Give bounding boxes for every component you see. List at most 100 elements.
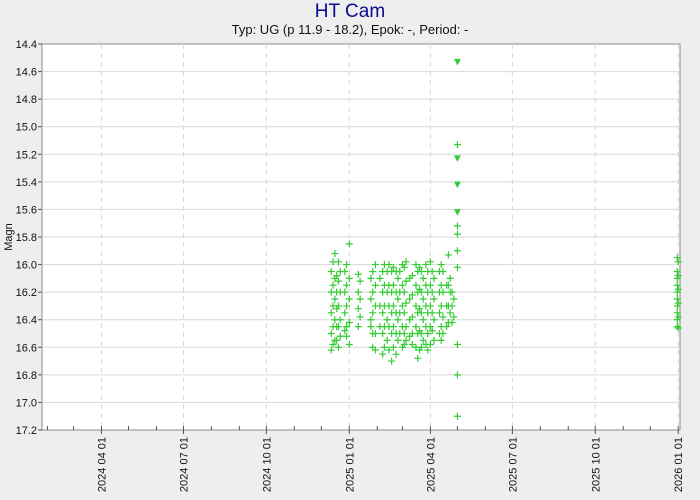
data-point	[450, 313, 458, 321]
data-point	[419, 295, 427, 303]
data-point	[453, 230, 461, 238]
data-point	[376, 274, 384, 282]
data-point	[400, 330, 408, 337]
data-point	[343, 332, 351, 340]
data-point	[331, 295, 339, 303]
data-point	[422, 261, 430, 269]
data-point	[406, 295, 414, 303]
data-point	[412, 323, 420, 331]
data-point	[453, 412, 461, 420]
data-point	[389, 323, 397, 331]
data-point	[416, 263, 424, 271]
data-point	[333, 336, 341, 344]
data-point	[341, 309, 349, 317]
data-point	[439, 313, 447, 321]
data-point	[345, 318, 353, 326]
data-point	[354, 323, 362, 331]
data-point	[392, 350, 400, 358]
data-point	[448, 318, 456, 326]
data-point	[354, 270, 362, 278]
data-point	[414, 354, 422, 362]
data-point	[354, 288, 362, 296]
data-point	[345, 274, 353, 282]
data-point	[446, 274, 454, 282]
data-point	[379, 330, 387, 337]
y-tick-label: 15.0	[16, 122, 37, 134]
data-point	[674, 313, 682, 321]
data-point	[408, 272, 416, 280]
data-point	[394, 274, 402, 282]
data-point	[439, 267, 447, 275]
x-tick-label: 2024 04 01	[96, 437, 108, 492]
data-point	[389, 281, 397, 289]
y-tick-label: 15.2	[16, 149, 37, 161]
data-point	[394, 295, 402, 303]
data-point	[430, 295, 438, 303]
data-point	[408, 291, 416, 299]
data-point	[389, 343, 397, 351]
data-point	[371, 261, 379, 269]
data-point	[673, 295, 681, 303]
data-point	[673, 267, 681, 275]
data-point	[334, 258, 342, 266]
grid	[42, 44, 680, 430]
data-point	[336, 332, 344, 340]
data-point	[416, 305, 424, 313]
data-point	[388, 357, 396, 365]
x-tick-label: 2025 10 01	[590, 437, 602, 492]
data-point	[343, 323, 351, 331]
data-point	[426, 323, 434, 331]
y-tick-label: 14.4	[16, 39, 37, 51]
data-point	[345, 295, 353, 303]
data-point	[402, 258, 410, 266]
data-point	[334, 277, 342, 285]
data-point	[327, 330, 335, 337]
data-point	[371, 281, 379, 289]
data-point	[426, 258, 434, 266]
chart-title: HT Cam	[314, 1, 386, 22]
y-tick-label: 15.4	[16, 177, 37, 189]
data-point	[453, 222, 461, 230]
data-point	[400, 288, 408, 296]
data-point	[439, 330, 447, 337]
data-point	[412, 281, 420, 289]
data-point	[448, 302, 456, 310]
data-point	[383, 316, 391, 324]
data-point	[356, 277, 364, 285]
data-point	[426, 341, 434, 349]
axes: 14.4 14.6 14.8 15.0 15.2 15.4 15.6 15.8 16.0 16.2…	[16, 39, 686, 492]
data-point	[673, 323, 681, 331]
data-point	[329, 281, 337, 289]
data-point	[369, 288, 377, 296]
data-point	[367, 295, 375, 303]
data-point	[369, 267, 377, 275]
data-point	[345, 341, 353, 349]
data-point	[327, 267, 335, 275]
data-point	[674, 299, 682, 307]
y-tick-label: 15.8	[16, 232, 37, 244]
data-point	[428, 309, 436, 317]
data-point	[417, 288, 425, 296]
data-point	[673, 281, 681, 289]
data-point	[371, 346, 379, 354]
data-point	[419, 274, 427, 282]
data-point	[673, 309, 681, 317]
data-point	[408, 313, 416, 321]
data-point	[371, 330, 379, 337]
data-point	[356, 313, 364, 321]
data-point	[331, 250, 339, 258]
data-point	[453, 371, 461, 379]
data-point	[424, 346, 432, 354]
data-point	[453, 263, 461, 271]
x-tick-label: 2025 07 01	[507, 437, 519, 492]
data-point	[334, 302, 342, 310]
x-tick-label: 2025 01 01	[344, 437, 356, 492]
data-point	[419, 316, 427, 324]
data-point	[408, 341, 416, 349]
data-point	[439, 288, 447, 296]
data-point	[341, 267, 349, 275]
data-point	[674, 272, 682, 280]
y-tick-label: 15.6	[16, 204, 37, 216]
x-tick-label: 2025 04 01	[425, 437, 437, 492]
